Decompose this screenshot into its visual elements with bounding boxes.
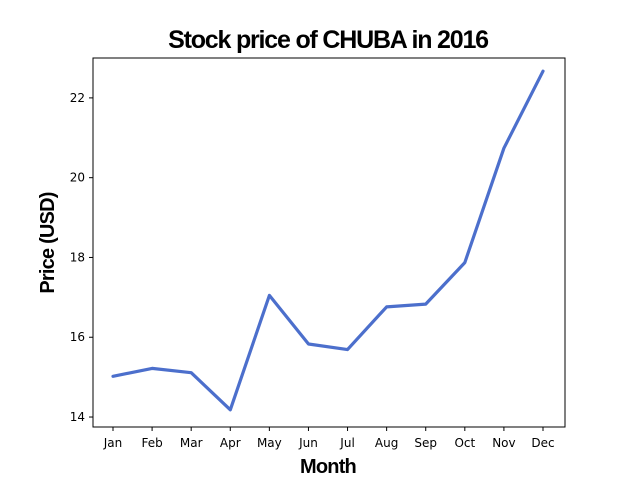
x-tick-label: May — [257, 436, 282, 450]
x-tick-label: Oct — [454, 436, 475, 450]
x-tick-label: Aug — [375, 436, 398, 450]
plot-area: 14 16 18 20 22 Jan Feb Mar Apr May Jun Jul Aug Sep Oct… — [70, 57, 566, 450]
x-tick-label: Jan — [103, 436, 123, 450]
x-tick-label: Dec — [531, 436, 554, 450]
y-tick-label: 22 — [70, 91, 85, 105]
chart-title: Stock price of CHUBA in 2016 — [168, 26, 488, 54]
x-tick-label: Feb — [141, 436, 162, 450]
series-line — [111, 69, 545, 412]
x-tick-label: Jun — [298, 436, 318, 450]
y-tick-label: 18 — [70, 250, 85, 264]
y-axis-title: Price (USD) — [37, 192, 59, 293]
x-tick-label: Jul — [339, 436, 354, 450]
x-axis-title: Month — [300, 456, 356, 478]
y-tick-label: 16 — [70, 330, 85, 344]
x-tick-label: Sep — [414, 436, 437, 450]
y-tick-label: 14 — [70, 410, 85, 424]
x-tick-label: Nov — [492, 436, 515, 450]
x-tick-label: Apr — [220, 436, 241, 450]
plot-frame — [92, 57, 566, 428]
y-tick-label: 20 — [70, 171, 85, 185]
x-tick-label: Mar — [180, 436, 203, 450]
